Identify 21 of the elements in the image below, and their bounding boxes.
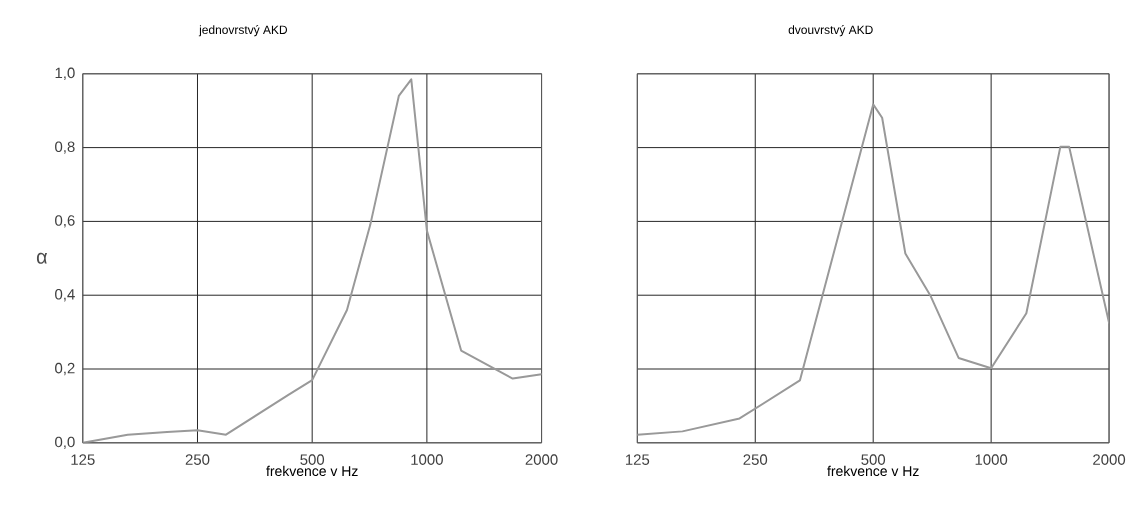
x-tick-label: 250 — [743, 454, 768, 466]
x-tick-label: 500 — [861, 454, 886, 466]
chart-title: dvouvrstvý AKD — [788, 25, 873, 37]
y-tick-label: 0,8 — [55, 141, 75, 154]
x-axis-title: frekvence v Hz — [266, 465, 358, 477]
x-tick-label: 1000 — [975, 454, 1008, 466]
x-tick-label: 125 — [625, 454, 650, 466]
y-tick-label: 0,6 — [55, 215, 75, 228]
y-axis-title: α — [36, 253, 48, 264]
x-axis-title: frekvence v Hz — [827, 465, 919, 477]
x-tick-label: 2000 — [1093, 454, 1126, 466]
x-tick-label: 1000 — [411, 454, 443, 466]
x-tick-label: 2000 — [525, 454, 558, 466]
y-tick-label: 1,0 — [55, 67, 75, 81]
chart-title: jednovrstvý AKD — [198, 25, 288, 37]
x-tick-label: 500 — [300, 454, 325, 466]
y-tick-label: 0,0 — [55, 436, 75, 450]
y-tick-label: 0,2 — [55, 363, 75, 376]
y-tick-label: 0,4 — [55, 289, 75, 302]
x-tick-label: 125 — [71, 454, 95, 466]
x-tick-label: 250 — [185, 454, 210, 466]
